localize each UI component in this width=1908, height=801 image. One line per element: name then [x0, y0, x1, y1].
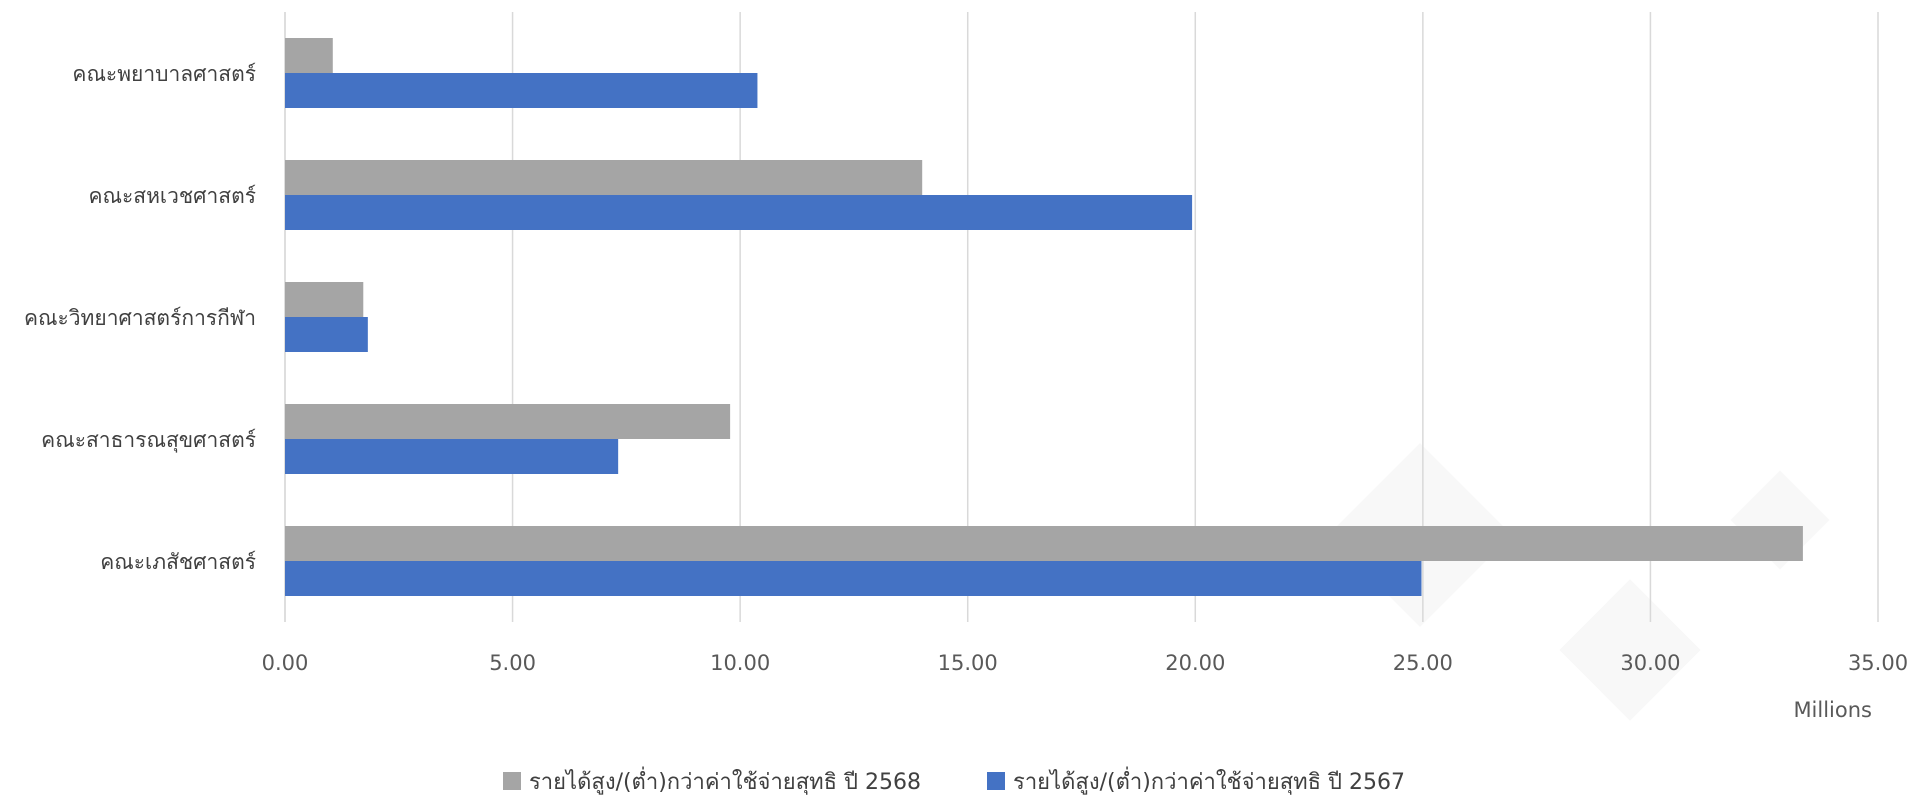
bar-2568[interactable] — [285, 160, 923, 195]
bar-2568[interactable] — [285, 38, 333, 73]
x-tick-label: 5.00 — [489, 651, 536, 675]
x-unit-label: Millions — [1793, 698, 1872, 722]
legend-item-2568[interactable]: รายได้สูง/(ต่ำ)กว่าค่าใช้จ่ายสุทธิ ปี 25… — [502, 764, 921, 799]
legend-swatch-2568 — [502, 772, 521, 790]
category-label: คณะสหเวชศาสตร์ — [88, 184, 256, 208]
bar-2568[interactable] — [285, 282, 364, 317]
bars — [285, 38, 1803, 596]
bar-2567[interactable] — [285, 439, 619, 474]
x-tick-label: 20.00 — [1165, 651, 1225, 675]
x-tick-label: 30.00 — [1620, 651, 1680, 675]
x-tick-label: 0.00 — [262, 651, 309, 675]
category-label: คณะวิทยาศาสตร์การกีฬา — [24, 306, 256, 330]
bar-chart: คณะพยาบาลศาสตร์คณะสหเวชศาสตร์คณะวิทยาศาส… — [24, 12, 1908, 722]
x-tick-label: 10.00 — [710, 651, 770, 675]
category-label: คณะพยาบาลศาสตร์ — [72, 62, 256, 86]
legend: รายได้สูง/(ต่ำ)กว่าค่าใช้จ่ายสุทธิ ปี 25… — [0, 764, 1908, 798]
bar-2567[interactable] — [285, 561, 1422, 596]
legend-item-2567[interactable]: รายได้สูง/(ต่ำ)กว่าค่าใช้จ่ายสุทธิ ปี 25… — [987, 764, 1405, 799]
bar-2568[interactable] — [285, 526, 1803, 561]
category-label: คณะสาธารณสุขศาสตร์ — [41, 428, 256, 453]
x-tick-label: 35.00 — [1848, 651, 1908, 675]
x-tick-labels: 0.00 5.00 10.00 15.00 20.00 25.00 30.00 35.00 — [262, 651, 1908, 675]
legend-label-2567: รายได้สูง/(ต่ำ)กว่าค่าใช้จ่ายสุทธิ ปี 25… — [1013, 769, 1406, 795]
bar-2567[interactable] — [285, 195, 1193, 230]
x-tick-label: 25.00 — [1393, 651, 1453, 675]
bar-2567[interactable] — [285, 73, 758, 108]
legend-label-2568: รายได้สูง/(ต่ำ)กว่าค่าใช้จ่ายสุทธิ ปี 25… — [528, 769, 921, 795]
bar-2568[interactable] — [285, 404, 731, 439]
category-label: คณะเภสัชศาสตร์ — [100, 550, 256, 574]
category-labels: คณะพยาบาลศาสตร์คณะสหเวชศาสตร์คณะวิทยาศาส… — [24, 62, 256, 574]
bar-2567[interactable] — [285, 317, 368, 352]
x-tick-label: 15.00 — [938, 651, 998, 675]
legend-swatch-2567 — [987, 772, 1005, 790]
